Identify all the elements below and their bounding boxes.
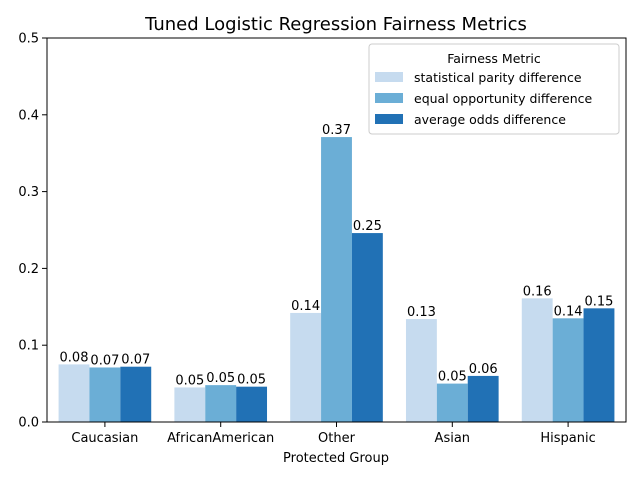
y-tick-label: 0.4 — [18, 108, 39, 123]
bar — [405, 319, 437, 422]
x-tick-label: Asian — [435, 431, 470, 446]
data-label: 0.05 — [206, 371, 235, 386]
data-label: 0.16 — [523, 284, 552, 299]
bar — [467, 375, 499, 422]
bar — [351, 233, 383, 422]
data-label: 0.05 — [438, 370, 467, 385]
bar — [236, 386, 268, 422]
y-tick-label: 0.0 — [18, 416, 39, 431]
bar — [120, 366, 152, 422]
bar — [290, 312, 322, 422]
data-label: 0.07 — [90, 353, 119, 368]
axes-layer: Caucasian AfricanAmerican Other Asian Hispan… — [18, 32, 627, 446]
x-tick-label: Caucasian — [71, 431, 138, 446]
data-label: 0.13 — [407, 305, 436, 320]
data-label: 0.07 — [121, 353, 150, 368]
legend-box — [368, 43, 620, 135]
legend-entry: statistical parity difference — [414, 70, 582, 85]
data-label: 0.05 — [175, 373, 204, 388]
legend: Fairness Metric statistical parity differ… — [368, 43, 620, 135]
bar — [174, 387, 206, 422]
legend-entry: average odds difference — [414, 112, 566, 127]
data-label: 0.15 — [585, 294, 614, 309]
x-tick-label: Hispanic — [540, 431, 595, 446]
plot-frame — [46, 37, 627, 423]
y-tick-label: 0.5 — [18, 32, 39, 47]
data-label: 0.08 — [60, 350, 89, 365]
bar — [321, 137, 352, 422]
legend-swatch — [375, 72, 403, 82]
data-label: 0.06 — [469, 362, 498, 377]
data-label: 0.37 — [322, 123, 351, 138]
bar — [552, 318, 584, 422]
labels-layer: 0.08 0.07 0.070.05 0.05 0.050.140.370.250.13… — [60, 123, 614, 388]
x-tick-label: AfricanAmerican — [167, 431, 274, 446]
bar — [436, 383, 468, 422]
y-tick-label: 0.3 — [18, 185, 39, 200]
x-axis-label: Protected Group — [283, 451, 389, 466]
bar — [58, 364, 90, 422]
legend-title: Fairness Metric — [447, 51, 541, 66]
legend-swatch — [375, 114, 403, 124]
data-label: 0.05 — [237, 373, 266, 388]
bar — [89, 367, 121, 422]
y-tick-label: 0.2 — [18, 262, 39, 277]
y-tick-label: 0.1 — [18, 339, 39, 354]
data-label: 0.14 — [291, 299, 320, 314]
data-label: 0.14 — [554, 304, 583, 319]
bar — [521, 298, 553, 422]
bars-layer — [58, 137, 615, 422]
data-label: 0.25 — [353, 219, 382, 234]
x-tick-label: Other — [318, 431, 356, 446]
chart-title: Tuned Logistic Regression Fairness Metri… — [144, 14, 527, 35]
legend-swatch — [375, 93, 403, 103]
bar — [205, 385, 237, 422]
legend-entry: equal opportunity difference — [414, 91, 593, 106]
bar — [583, 308, 615, 422]
